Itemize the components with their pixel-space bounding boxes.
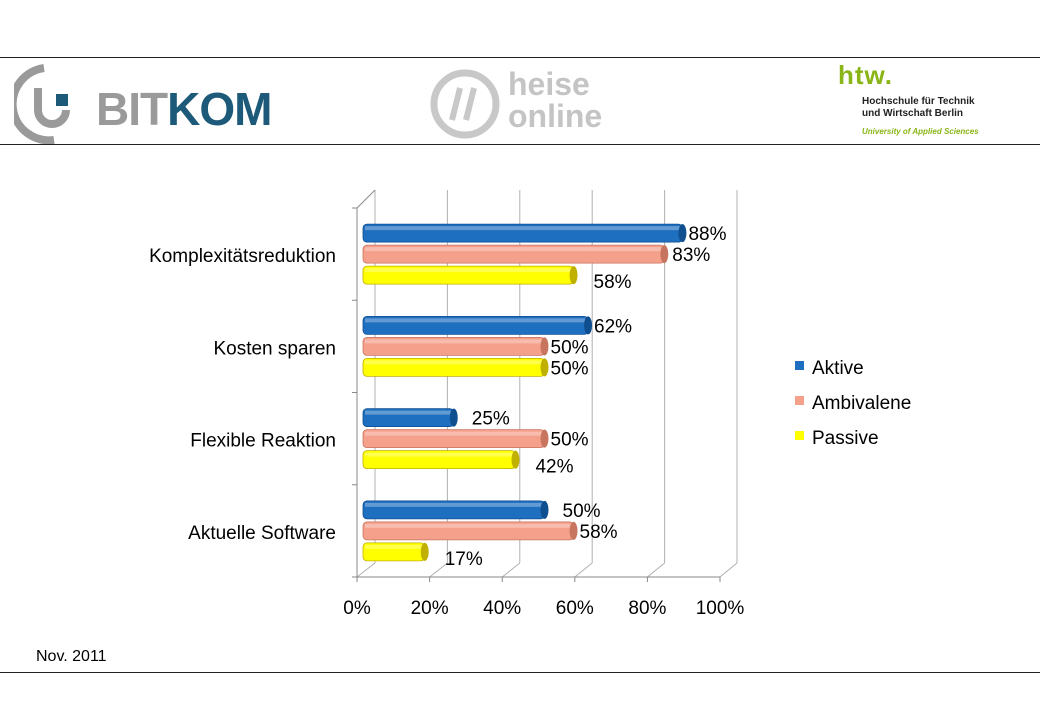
bar-highlight <box>365 544 423 549</box>
legend-swatch <box>795 361 804 370</box>
bar-cap <box>569 266 578 285</box>
bar-ambivalene <box>362 429 549 449</box>
bar-cap <box>540 337 549 356</box>
floor-gridline <box>356 562 376 578</box>
category-label: Flexible Reaktion <box>190 431 336 452</box>
bar-cap <box>420 542 429 561</box>
x-tick-label: 100% <box>696 598 745 619</box>
x-tick-label: 0% <box>343 598 371 619</box>
bar-highlight <box>365 523 572 528</box>
data-label: 58% <box>594 272 632 293</box>
floor-gridline <box>501 562 521 578</box>
htw-line-3: University of Applied Sciences <box>862 127 979 136</box>
bar-highlight <box>365 339 543 344</box>
bar-highlight <box>365 452 514 457</box>
data-label: 50% <box>563 501 601 522</box>
bar-highlight <box>365 268 572 273</box>
htw-line-2: und Wirtschaft Berlin <box>862 108 964 119</box>
bar-cap <box>540 500 549 519</box>
bar-passive <box>362 450 520 470</box>
data-label: 50% <box>551 358 589 379</box>
bar-cap <box>540 429 549 448</box>
floor-gridline <box>574 562 593 578</box>
bar-cap <box>678 224 687 243</box>
x-tick-label: 20% <box>411 598 449 619</box>
bar-passive <box>362 265 578 285</box>
bar-cap <box>569 521 578 540</box>
bar-passive <box>362 357 549 377</box>
category-label: Kosten sparen <box>213 338 336 359</box>
axis-depth <box>356 189 376 209</box>
bar-aktive <box>362 315 593 335</box>
legend-label: Aktive <box>812 358 864 379</box>
bar-highlight <box>365 502 543 507</box>
data-label: 50% <box>551 430 589 451</box>
bar-cap <box>540 358 549 377</box>
bar-highlight <box>365 360 543 365</box>
bar-aktive <box>362 408 458 428</box>
data-label: 50% <box>551 337 589 358</box>
legend-swatch <box>795 431 804 440</box>
heise-text-2: online <box>508 98 603 134</box>
bar-highlight <box>365 410 452 415</box>
bar-passive <box>362 542 429 562</box>
bitkom-logo: BITKOM <box>14 64 272 144</box>
legend-label: Ambivalene <box>812 393 911 414</box>
heise-text-1: heise <box>508 66 590 102</box>
bar-aktive <box>362 223 687 243</box>
bitkom-text-blue: KOM <box>167 83 272 135</box>
bar-cap <box>449 408 458 427</box>
htw-mark: htw. <box>838 60 894 90</box>
bar-ambivalene <box>362 244 669 264</box>
data-label: 88% <box>688 224 726 245</box>
category-label: Aktuelle Software <box>188 523 336 544</box>
data-label: 83% <box>672 245 710 266</box>
top-rule <box>0 57 1040 58</box>
bar-highlight <box>365 318 587 323</box>
htw-line-1: Hochschule für Technik <box>862 96 975 107</box>
x-tick-label: 40% <box>483 598 521 619</box>
x-tick-label: 80% <box>628 598 666 619</box>
bitkom-text-gray: BIT <box>96 83 168 135</box>
x-tick-label: 60% <box>556 598 594 619</box>
header-rule <box>0 144 1040 145</box>
floor-gridline <box>719 562 738 578</box>
data-label: 42% <box>535 457 573 478</box>
footer-rule <box>0 672 1040 673</box>
bar-cap <box>660 245 669 264</box>
bar-highlight <box>365 226 681 231</box>
bar-cap <box>584 316 593 335</box>
category-label: Komplexitätsreduktion <box>149 246 336 267</box>
data-label: 58% <box>580 522 618 543</box>
bar-ambivalene <box>362 521 578 541</box>
htw-logo: htw. Hochschule für Technik und Wirtscha… <box>838 62 1018 146</box>
data-label: 25% <box>472 409 510 430</box>
footer-date: Nov. 2011 <box>36 648 107 665</box>
bar-highlight <box>365 431 543 436</box>
data-label: 62% <box>594 316 632 337</box>
heise-logo: heise online <box>430 66 630 142</box>
floor-gridline <box>429 562 448 578</box>
floor-gridline <box>647 562 665 578</box>
data-label: 17% <box>445 549 483 570</box>
legend-label: Passive <box>812 428 879 449</box>
bar-ambivalene <box>362 336 549 356</box>
bitkom-mark-icon <box>14 64 70 144</box>
legend-swatch <box>795 396 804 405</box>
heise-mark-icon <box>430 69 500 139</box>
bar-aktive <box>362 500 549 520</box>
bar-highlight <box>365 247 663 252</box>
bar-cap <box>511 450 520 469</box>
